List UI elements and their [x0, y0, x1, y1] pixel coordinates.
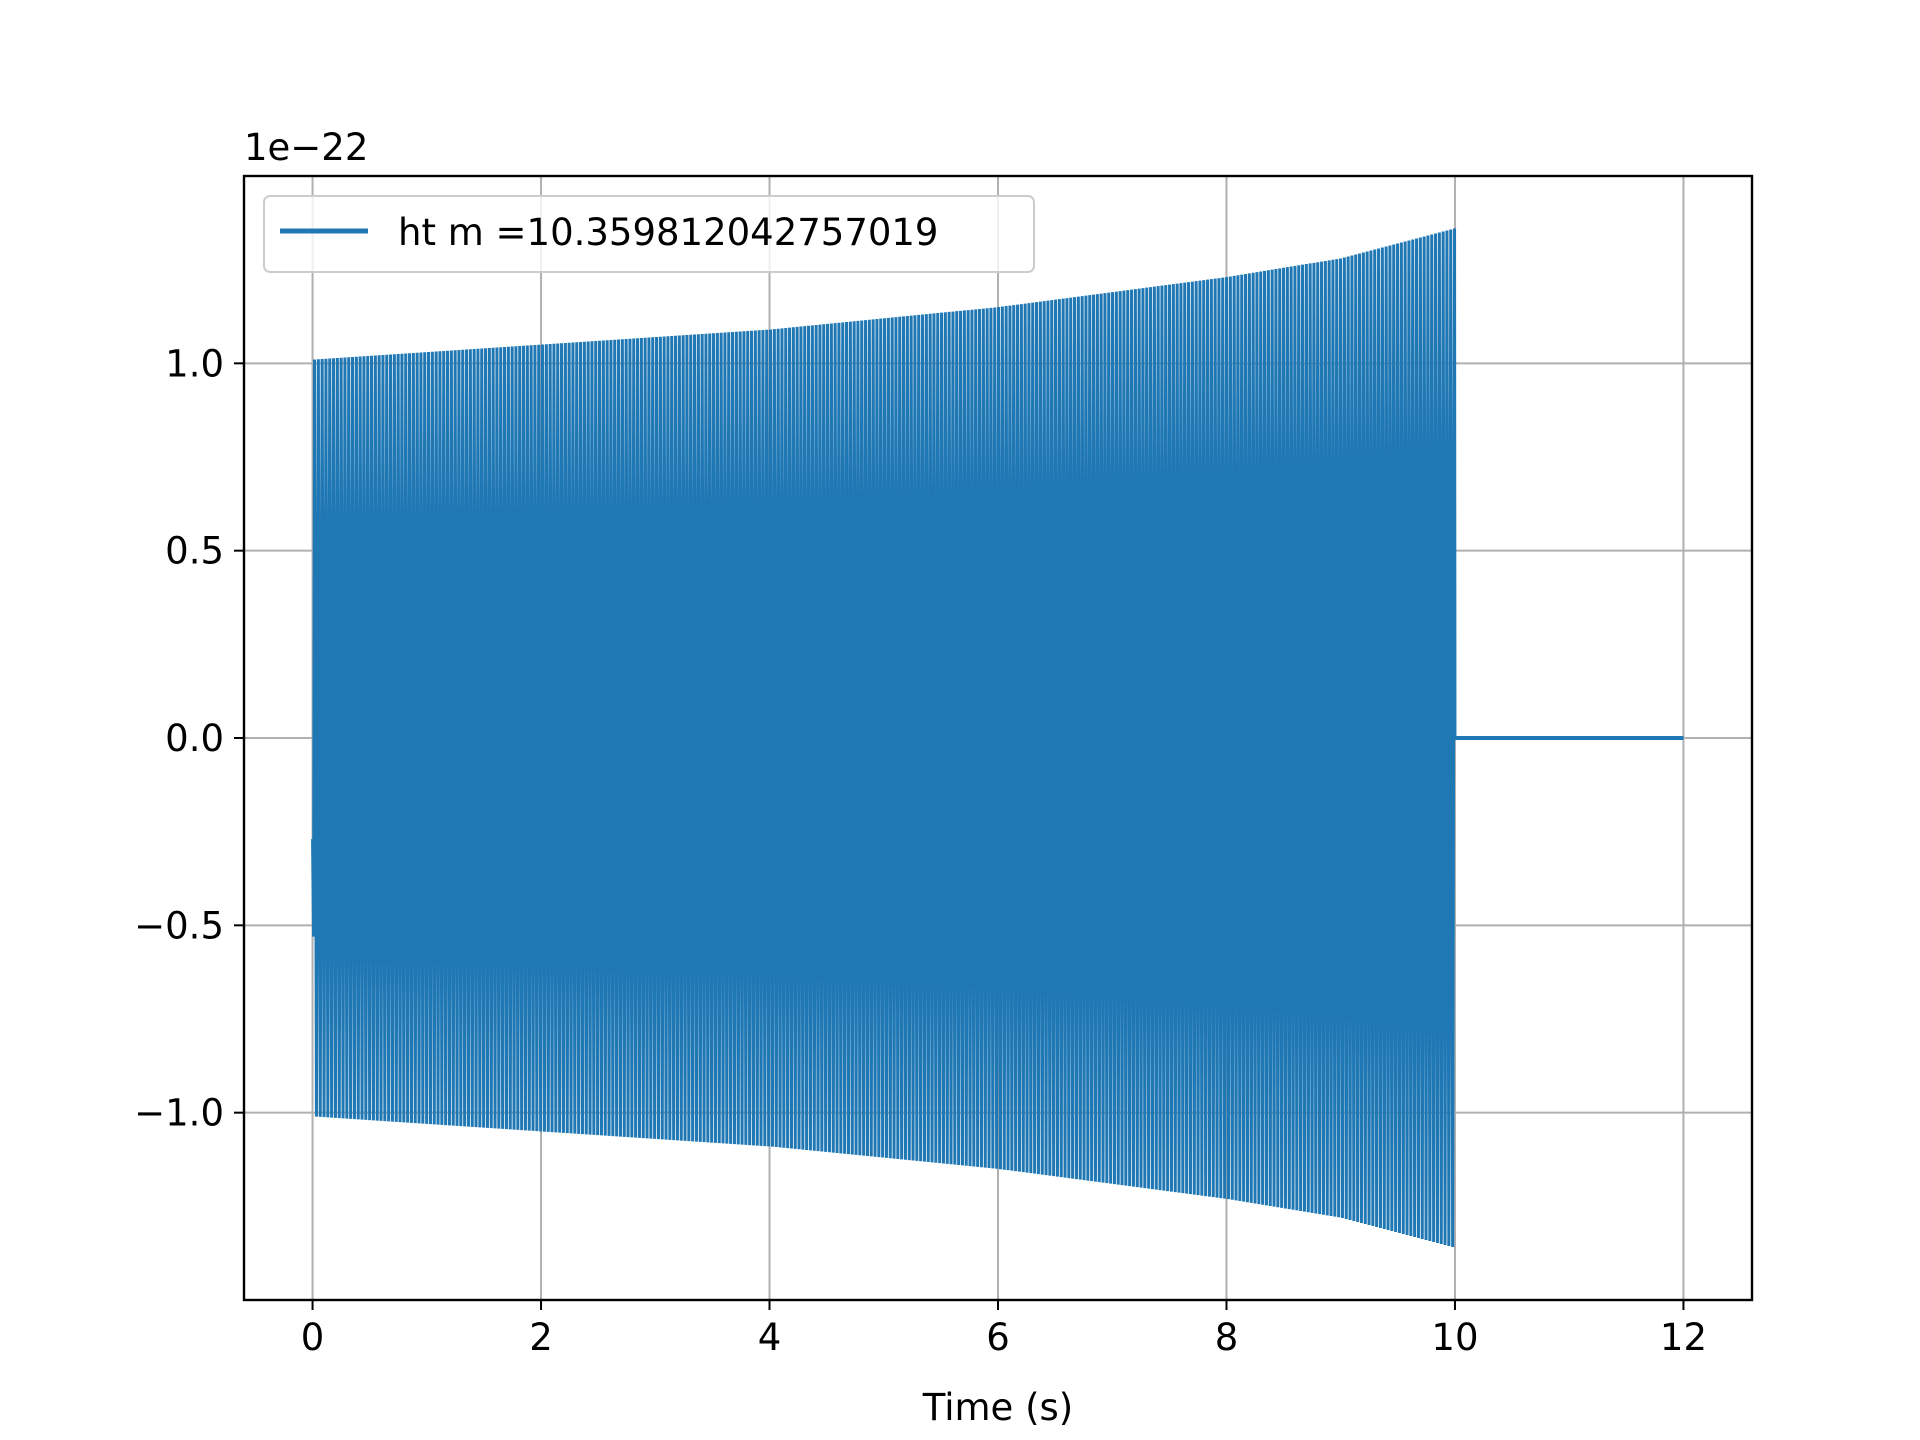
offset-text: 1e−22	[244, 126, 368, 169]
series-line	[311, 228, 1457, 1247]
x-tick-label: 0	[301, 1316, 325, 1359]
legend-label: ht m =10.359812042757019	[398, 211, 938, 254]
y-tick-label: 0.5	[165, 530, 224, 573]
tick-labels: 0 2 4 6 8 10 12 1.0 0.5 0.0 −0.5 −1.0	[134, 342, 1707, 1359]
x-axis-label: Time (s)	[922, 1386, 1073, 1429]
x-tick-label: 12	[1660, 1316, 1707, 1359]
y-tick-label: −0.5	[134, 904, 224, 947]
legend: ht m =10.359812042757019	[263, 195, 1035, 273]
x-tick-label: 2	[529, 1316, 553, 1359]
series-ht	[311, 228, 1684, 1247]
y-tick-label: 0.0	[165, 717, 224, 760]
x-tick-label: 8	[1215, 1316, 1239, 1359]
x-tick-label: 6	[986, 1316, 1010, 1359]
x-tick-label: 4	[758, 1316, 782, 1359]
y-tick-label: 1.0	[165, 342, 224, 385]
y-tick-label: −1.0	[134, 1092, 224, 1135]
x-tick-label: 10	[1431, 1316, 1478, 1359]
legend-box	[263, 195, 1035, 273]
ticks	[234, 362, 1685, 1310]
